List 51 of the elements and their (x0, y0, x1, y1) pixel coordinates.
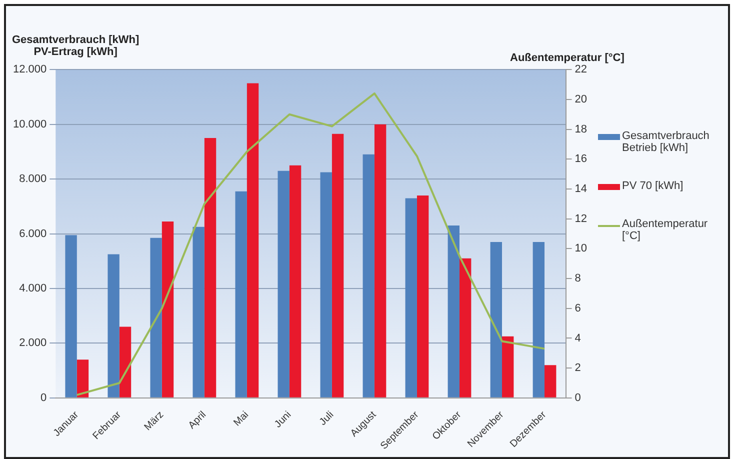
legend-label: Gesamtverbrauch Betrieb [kWh] (622, 130, 710, 154)
bar (246, 83, 259, 398)
y2-tick-label: 4 (574, 332, 581, 344)
y-tick-label: 12.000 (12, 64, 47, 76)
bar (448, 226, 460, 398)
x-tick-label: Mai (232, 409, 252, 429)
x-tick-label: Juni (272, 409, 294, 430)
y-tick-label: 4.000 (19, 282, 47, 295)
bar (65, 235, 77, 398)
y2-tick-label: 2 (574, 362, 581, 374)
y2-tick-label: 18 (574, 123, 588, 136)
y2-tick-label: 10 (574, 242, 588, 255)
bar (278, 170, 290, 398)
bar (532, 242, 545, 398)
y2-tick-label: 14 (574, 183, 588, 196)
bar (192, 226, 204, 398)
y2-tick-label: 12 (574, 212, 588, 225)
bar (416, 195, 429, 398)
bar (362, 154, 374, 398)
bar (502, 336, 514, 398)
legend-label: PV 70 [kWh] (622, 180, 684, 192)
bar (150, 238, 162, 398)
y-tick-label: 2.000 (19, 337, 47, 350)
bar (76, 360, 89, 398)
y2-tick-label: 16 (574, 153, 588, 166)
bar (332, 134, 344, 398)
y-axis-title: Gesamtverbrauch [kWh] PV-Ertrag [kWh] (12, 34, 140, 58)
bar (289, 165, 302, 398)
y2-axis-title: Außentemperatur [°C] (510, 52, 624, 64)
y-tick-label: 6.000 (19, 228, 47, 240)
x-tick-label: Juli (318, 409, 336, 428)
bar (544, 365, 556, 398)
bar (162, 221, 174, 398)
y2-tick-label: 22 (574, 64, 588, 76)
bar (459, 258, 472, 398)
bar (374, 124, 386, 398)
y2-tick-label: 20 (574, 93, 588, 106)
bar (490, 242, 502, 398)
bar (204, 138, 216, 398)
y2-tick-label: 6 (574, 302, 581, 314)
y-tick-label: 8.000 (19, 173, 47, 186)
y2-tick-label: 8 (574, 272, 581, 285)
bar (108, 254, 120, 398)
y-tick-label: 10.000 (12, 118, 47, 130)
legend-label: Außentemperatur [°C] (622, 218, 709, 242)
bar (405, 198, 417, 398)
bar (119, 326, 132, 398)
bar (235, 191, 247, 398)
bar (320, 172, 332, 398)
y2-tick-label: 0 (574, 392, 581, 404)
y-tick-label: 0 (40, 392, 47, 404)
